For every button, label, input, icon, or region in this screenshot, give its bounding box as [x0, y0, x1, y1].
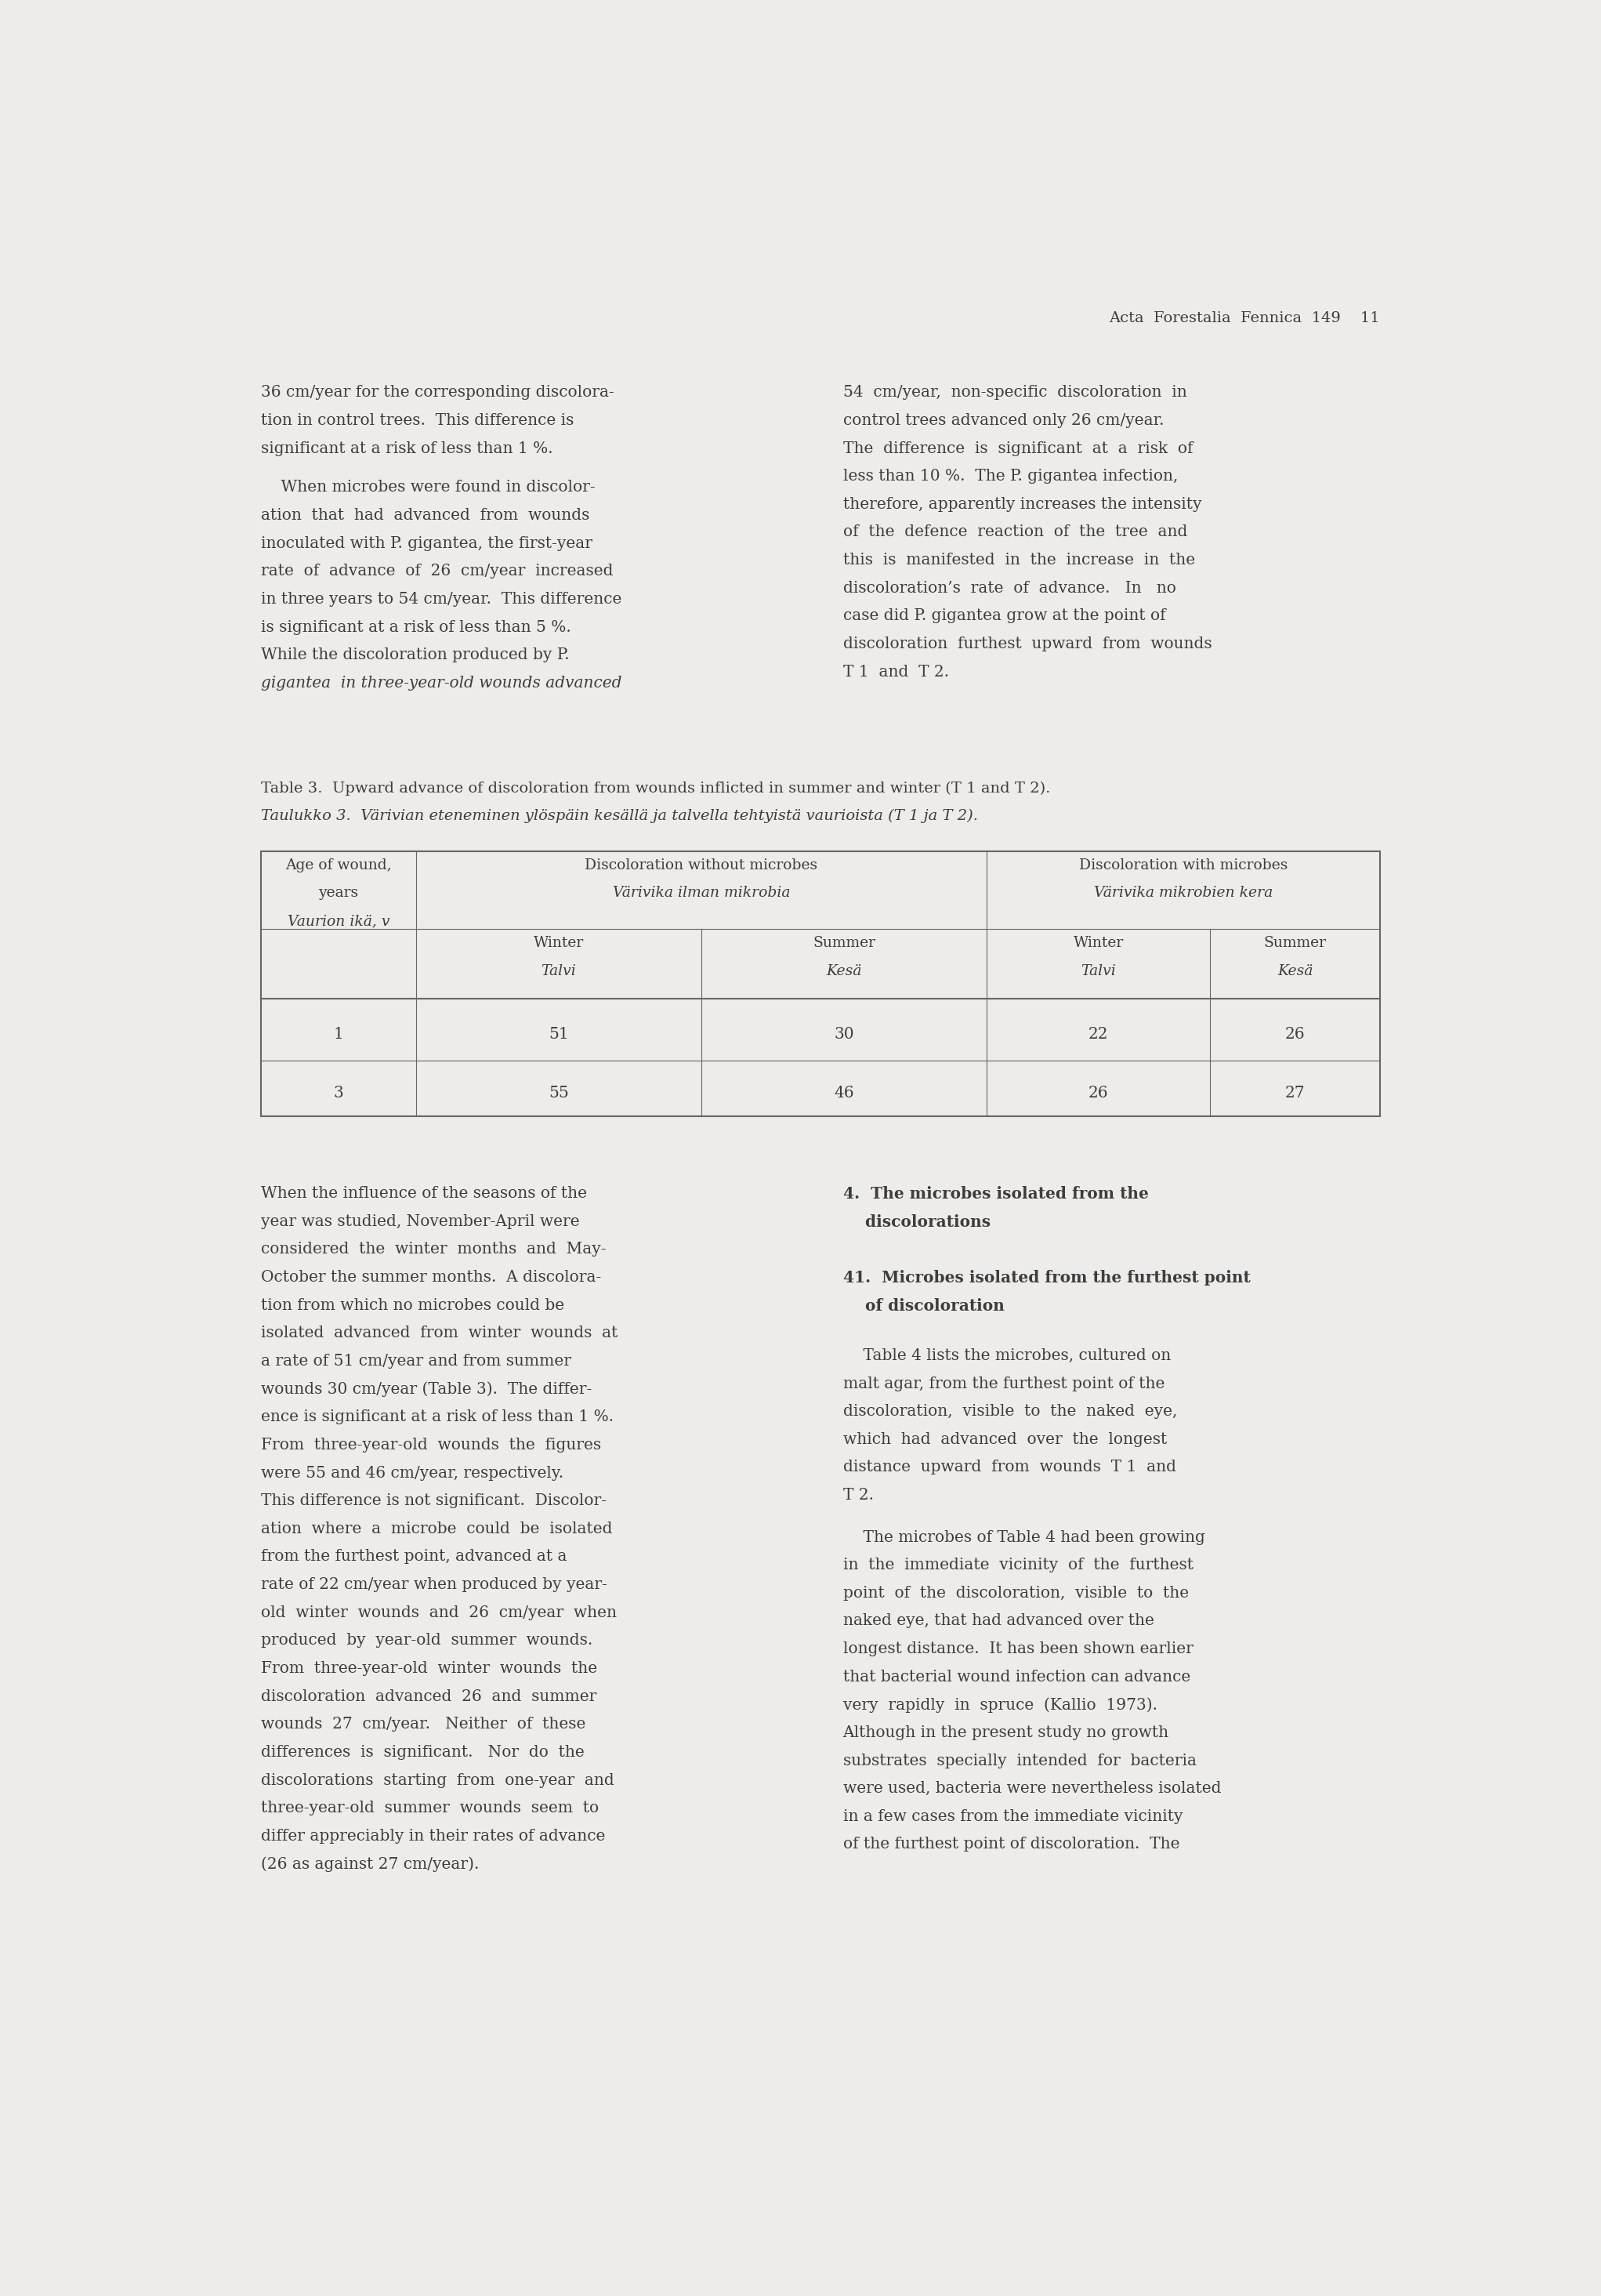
Text: discolorations  starting  from  one-year  and: discolorations starting from one-year an…: [261, 1773, 615, 1789]
Text: from the furthest point, advanced at a: from the furthest point, advanced at a: [261, 1550, 567, 1564]
Text: 51: 51: [549, 1026, 568, 1042]
Text: 41.  Microbes isolated from the furthest point: 41. Microbes isolated from the furthest …: [842, 1270, 1250, 1286]
Text: 46: 46: [834, 1086, 853, 1100]
Text: longest distance.  It has been shown earlier: longest distance. It has been shown earl…: [842, 1642, 1193, 1655]
Text: Summer: Summer: [1263, 937, 1327, 951]
Text: Age of wound,: Age of wound,: [285, 859, 392, 872]
Text: discoloration’s  rate  of  advance.   In   no: discoloration’s rate of advance. In no: [842, 581, 1175, 595]
Text: in three years to 54 cm/year.  This difference: in three years to 54 cm/year. This diffe…: [261, 592, 621, 606]
Text: October the summer months.  A discolora-: October the summer months. A discolora-: [261, 1270, 602, 1286]
Text: very  rapidly  in  spruce  (Kallio  1973).: very rapidly in spruce (Kallio 1973).: [842, 1697, 1158, 1713]
Text: When microbes were found in discolor-: When microbes were found in discolor-: [261, 480, 596, 496]
Text: When the influence of the seasons of the: When the influence of the seasons of the: [261, 1187, 588, 1201]
Text: significant at a risk of less than 1 %.: significant at a risk of less than 1 %.: [261, 441, 552, 457]
Text: wounds  27  cm/year.   Neither  of  these: wounds 27 cm/year. Neither of these: [261, 1717, 586, 1731]
Text: 36 cm/year for the corresponding discolora-: 36 cm/year for the corresponding discolo…: [261, 386, 615, 400]
Text: were 55 and 46 cm/year, respectively.: were 55 and 46 cm/year, respectively.: [261, 1465, 564, 1481]
Text: Vaurion ikä, v: Vaurion ikä, v: [287, 914, 389, 928]
Text: Table 3.  Upward advance of discoloration from wounds inflicted in summer and wi: Table 3. Upward advance of discoloration…: [261, 781, 1050, 794]
Text: The  difference  is  significant  at  a  risk  of: The difference is significant at a risk …: [842, 441, 1193, 457]
Text: Although in the present study no growth: Although in the present study no growth: [842, 1724, 1169, 1740]
Text: inoculated with P. gigantea, the first-year: inoculated with P. gigantea, the first-y…: [261, 535, 592, 551]
Text: 4.  The microbes isolated from the: 4. The microbes isolated from the: [842, 1187, 1148, 1201]
Text: substrates  specially  intended  for  bacteria: substrates specially intended for bacter…: [842, 1754, 1196, 1768]
Text: While the discoloration produced by P.: While the discoloration produced by P.: [261, 647, 570, 664]
Text: discoloration,  visible  to  the  naked  eye,: discoloration, visible to the naked eye,: [842, 1405, 1177, 1419]
Text: in a few cases from the immediate vicinity: in a few cases from the immediate vicini…: [842, 1809, 1183, 1823]
Text: Kesä: Kesä: [1278, 964, 1313, 978]
Text: ation  that  had  advanced  from  wounds: ation that had advanced from wounds: [261, 507, 589, 523]
Text: which  had  advanced  over  the  longest: which had advanced over the longest: [842, 1433, 1167, 1446]
Text: 22: 22: [1089, 1026, 1108, 1042]
Text: Värivika ilman mikrobia: Värivika ilman mikrobia: [613, 886, 791, 900]
Text: 54  cm/year,  non-specific  discoloration  in: 54 cm/year, non-specific discoloration i…: [842, 386, 1186, 400]
Text: Acta  Forestalia  Fennica  149    11: Acta Forestalia Fennica 149 11: [1109, 310, 1380, 326]
Text: The microbes of Table 4 had been growing: The microbes of Table 4 had been growing: [842, 1529, 1206, 1545]
Text: 26: 26: [1089, 1086, 1108, 1100]
Text: malt agar, from the furthest point of the: malt agar, from the furthest point of th…: [842, 1375, 1164, 1391]
Text: From  three-year-old  wounds  the  figures: From three-year-old wounds the figures: [261, 1437, 600, 1453]
Text: Winter: Winter: [1073, 937, 1124, 951]
Text: 3: 3: [333, 1086, 344, 1100]
Text: case did P. gigantea grow at the point of: case did P. gigantea grow at the point o…: [842, 608, 1166, 625]
Text: were used, bacteria were nevertheless isolated: were used, bacteria were nevertheless is…: [842, 1782, 1222, 1795]
Text: differences  is  significant.   Nor  do  the: differences is significant. Nor do the: [261, 1745, 584, 1759]
Text: a rate of 51 cm/year and from summer: a rate of 51 cm/year and from summer: [261, 1355, 572, 1368]
Text: tion from which no microbes could be: tion from which no microbes could be: [261, 1297, 564, 1313]
Text: of  the  defence  reaction  of  the  tree  and: of the defence reaction of the tree and: [842, 526, 1188, 540]
Text: isolated  advanced  from  winter  wounds  at: isolated advanced from winter wounds at: [261, 1325, 618, 1341]
Text: Summer: Summer: [813, 937, 876, 951]
Text: therefore, apparently increases the intensity: therefore, apparently increases the inte…: [842, 496, 1201, 512]
Text: 1: 1: [333, 1026, 344, 1042]
Text: T 1  and  T 2.: T 1 and T 2.: [842, 664, 949, 680]
Text: 27: 27: [1286, 1086, 1305, 1100]
Text: Table 4 lists the microbes, cultured on: Table 4 lists the microbes, cultured on: [842, 1348, 1170, 1364]
Text: tion in control trees.  This difference is: tion in control trees. This difference i…: [261, 413, 573, 427]
Text: gigantea  in three-year-old wounds advanced: gigantea in three-year-old wounds advanc…: [261, 675, 621, 691]
Text: three-year-old  summer  wounds  seem  to: three-year-old summer wounds seem to: [261, 1800, 599, 1816]
Text: less than 10 %.  The P. gigantea infection,: less than 10 %. The P. gigantea infectio…: [842, 468, 1178, 484]
Text: rate  of  advance  of  26  cm/year  increased: rate of advance of 26 cm/year increased: [261, 565, 613, 579]
Text: Kesä: Kesä: [826, 964, 861, 978]
Text: old  winter  wounds  and  26  cm/year  when: old winter wounds and 26 cm/year when: [261, 1605, 616, 1621]
Text: ation  where  a  microbe  could  be  isolated: ation where a microbe could be isolated: [261, 1522, 613, 1536]
Text: Talvi: Talvi: [1081, 964, 1116, 978]
Text: years: years: [319, 886, 359, 900]
Text: discolorations: discolorations: [842, 1215, 991, 1231]
Text: ence is significant at a risk of less than 1 %.: ence is significant at a risk of less th…: [261, 1410, 613, 1424]
Text: (26 as against 27 cm/year).: (26 as against 27 cm/year).: [261, 1857, 479, 1871]
Text: From  three-year-old  winter  wounds  the: From three-year-old winter wounds the: [261, 1660, 597, 1676]
Text: control trees advanced only 26 cm/year.: control trees advanced only 26 cm/year.: [842, 413, 1164, 427]
Text: rate of 22 cm/year when produced by year-: rate of 22 cm/year when produced by year…: [261, 1577, 607, 1591]
Text: 30: 30: [834, 1026, 853, 1042]
Text: Värivika mikrobien kera: Värivika mikrobien kera: [1093, 886, 1273, 900]
Text: distance  upward  from  wounds  T 1  and: distance upward from wounds T 1 and: [842, 1460, 1175, 1474]
Text: This difference is not significant.  Discolor-: This difference is not significant. Disc…: [261, 1492, 607, 1508]
Text: that bacterial wound infection can advance: that bacterial wound infection can advan…: [842, 1669, 1190, 1685]
Text: point  of  the  discoloration,  visible  to  the: point of the discoloration, visible to t…: [842, 1587, 1188, 1600]
Bar: [261, 852, 1380, 1116]
Text: considered  the  winter  months  and  May-: considered the winter months and May-: [261, 1242, 607, 1256]
Text: of the furthest point of discoloration.  The: of the furthest point of discoloration. …: [842, 1837, 1180, 1853]
Text: T 2.: T 2.: [842, 1488, 874, 1504]
Text: 55: 55: [549, 1086, 568, 1100]
Text: wounds 30 cm/year (Table 3).  The differ-: wounds 30 cm/year (Table 3). The differ-: [261, 1382, 592, 1396]
Text: Winter: Winter: [533, 937, 584, 951]
Text: in  the  immediate  vicinity  of  the  furthest: in the immediate vicinity of the furthes…: [842, 1557, 1193, 1573]
Text: Discoloration with microbes: Discoloration with microbes: [1079, 859, 1287, 872]
Text: discoloration  furthest  upward  from  wounds: discoloration furthest upward from wound…: [842, 636, 1212, 652]
Text: produced  by  year-old  summer  wounds.: produced by year-old summer wounds.: [261, 1632, 592, 1649]
Text: of discoloration: of discoloration: [842, 1297, 1004, 1313]
Text: Talvi: Talvi: [541, 964, 576, 978]
Text: differ appreciably in their rates of advance: differ appreciably in their rates of adv…: [261, 1828, 605, 1844]
Text: year was studied, November-April were: year was studied, November-April were: [261, 1215, 580, 1228]
Text: this  is  manifested  in  the  increase  in  the: this is manifested in the increase in th…: [842, 553, 1194, 567]
Text: 26: 26: [1286, 1026, 1305, 1042]
Text: Taulukko 3.  Värivian eteneminen ylöspäin kesällä ja talvella tehtyistä vauriois: Taulukko 3. Värivian eteneminen ylöspäin…: [261, 808, 978, 824]
Text: naked eye, that had advanced over the: naked eye, that had advanced over the: [842, 1614, 1154, 1628]
Text: is significant at a risk of less than 5 %.: is significant at a risk of less than 5 …: [261, 620, 572, 634]
Text: Discoloration without microbes: Discoloration without microbes: [584, 859, 818, 872]
Text: discoloration  advanced  26  and  summer: discoloration advanced 26 and summer: [261, 1690, 597, 1704]
